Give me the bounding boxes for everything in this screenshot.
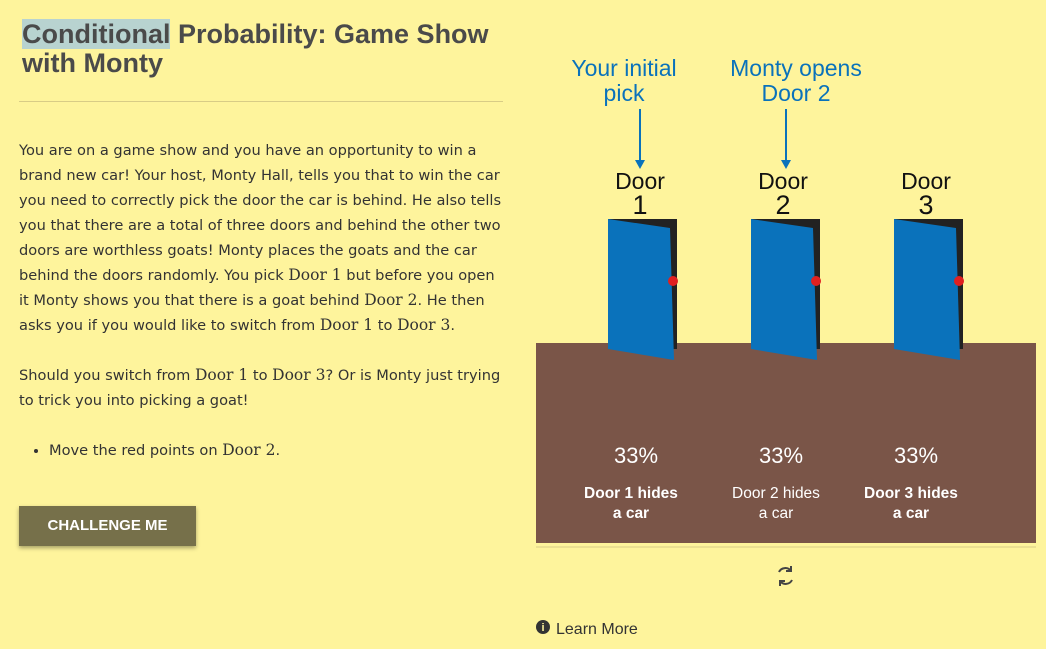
math-text: Door 2 — [364, 291, 418, 309]
reset-icon[interactable] — [778, 566, 793, 586]
door-handle[interactable] — [811, 276, 821, 286]
math-text: Door 3 — [397, 316, 451, 334]
title: Conditional Probability: Game Show with … — [22, 19, 502, 78]
text: Move the red points on — [49, 442, 223, 459]
text: You are on a game show and you have an o… — [19, 142, 502, 284]
description: You are on a game show and you have an o… — [19, 138, 504, 463]
door-caption: a car — [759, 505, 793, 522]
door-percent: 33% — [759, 443, 803, 468]
door-caption: Door 3 hides — [864, 485, 958, 502]
door-number: 2 — [775, 190, 790, 220]
arrow-label: Your initial — [571, 55, 676, 81]
door-number: 1 — [632, 190, 647, 220]
challenge-button[interactable]: CHALLENGE ME — [19, 506, 196, 546]
math-text: Door 2 — [222, 441, 276, 459]
ground — [536, 343, 1036, 543]
math-text: Door 3 — [272, 366, 326, 384]
arrow-head — [635, 160, 645, 169]
paragraph: Should you switch from Door 1 to Door 3?… — [19, 363, 504, 413]
text: . — [275, 442, 281, 459]
door-caption: a car — [613, 505, 649, 522]
divider — [19, 101, 503, 102]
door-handle — [954, 276, 964, 286]
door-panel — [894, 219, 960, 360]
arrow-label: Monty opens — [730, 55, 862, 81]
arrow-head — [781, 160, 791, 169]
arrow-label: pick — [604, 80, 645, 106]
list: Move the red points on Door 2. — [19, 438, 504, 463]
text: to — [373, 317, 398, 334]
door-caption: a car — [893, 505, 929, 522]
paragraph: You are on a game show and you have an o… — [19, 138, 504, 338]
info-icon[interactable] — [536, 620, 550, 634]
door-number: 3 — [918, 190, 933, 220]
door-caption: Door 1 hides — [584, 485, 678, 502]
door-name: Door — [615, 168, 665, 194]
door-name: Door — [758, 168, 808, 194]
title-rest: Probability: Game Show with Monty — [22, 19, 489, 78]
door-panel — [608, 219, 674, 360]
door-handle — [668, 276, 678, 286]
door-panel — [751, 219, 817, 360]
door-name: Door — [901, 168, 951, 194]
door-caption: Door 2 hides — [732, 485, 820, 502]
text: . He then asks you if you would like to … — [19, 292, 485, 334]
math-text: Door 1 — [319, 316, 374, 334]
math-text: Door 1 — [194, 366, 249, 384]
door-percent: 33% — [894, 443, 938, 468]
title-highlight: Conditional — [22, 19, 171, 49]
info-glyph: i — [541, 622, 544, 634]
list-item: Move the red points on Door 2. — [49, 438, 504, 463]
text: ? Or is Monty just trying to trick you i… — [19, 367, 501, 409]
learn-more[interactable]: Learn More — [556, 621, 638, 638]
math-text: Door 1 — [288, 266, 342, 284]
text: to — [248, 367, 273, 384]
door-percent: 33% — [614, 443, 658, 468]
text: Should you switch from — [19, 367, 195, 384]
arrow-label: Door 2 — [761, 80, 830, 106]
text: . — [450, 317, 455, 334]
text: but before you open it Monty shows you t… — [19, 267, 495, 309]
